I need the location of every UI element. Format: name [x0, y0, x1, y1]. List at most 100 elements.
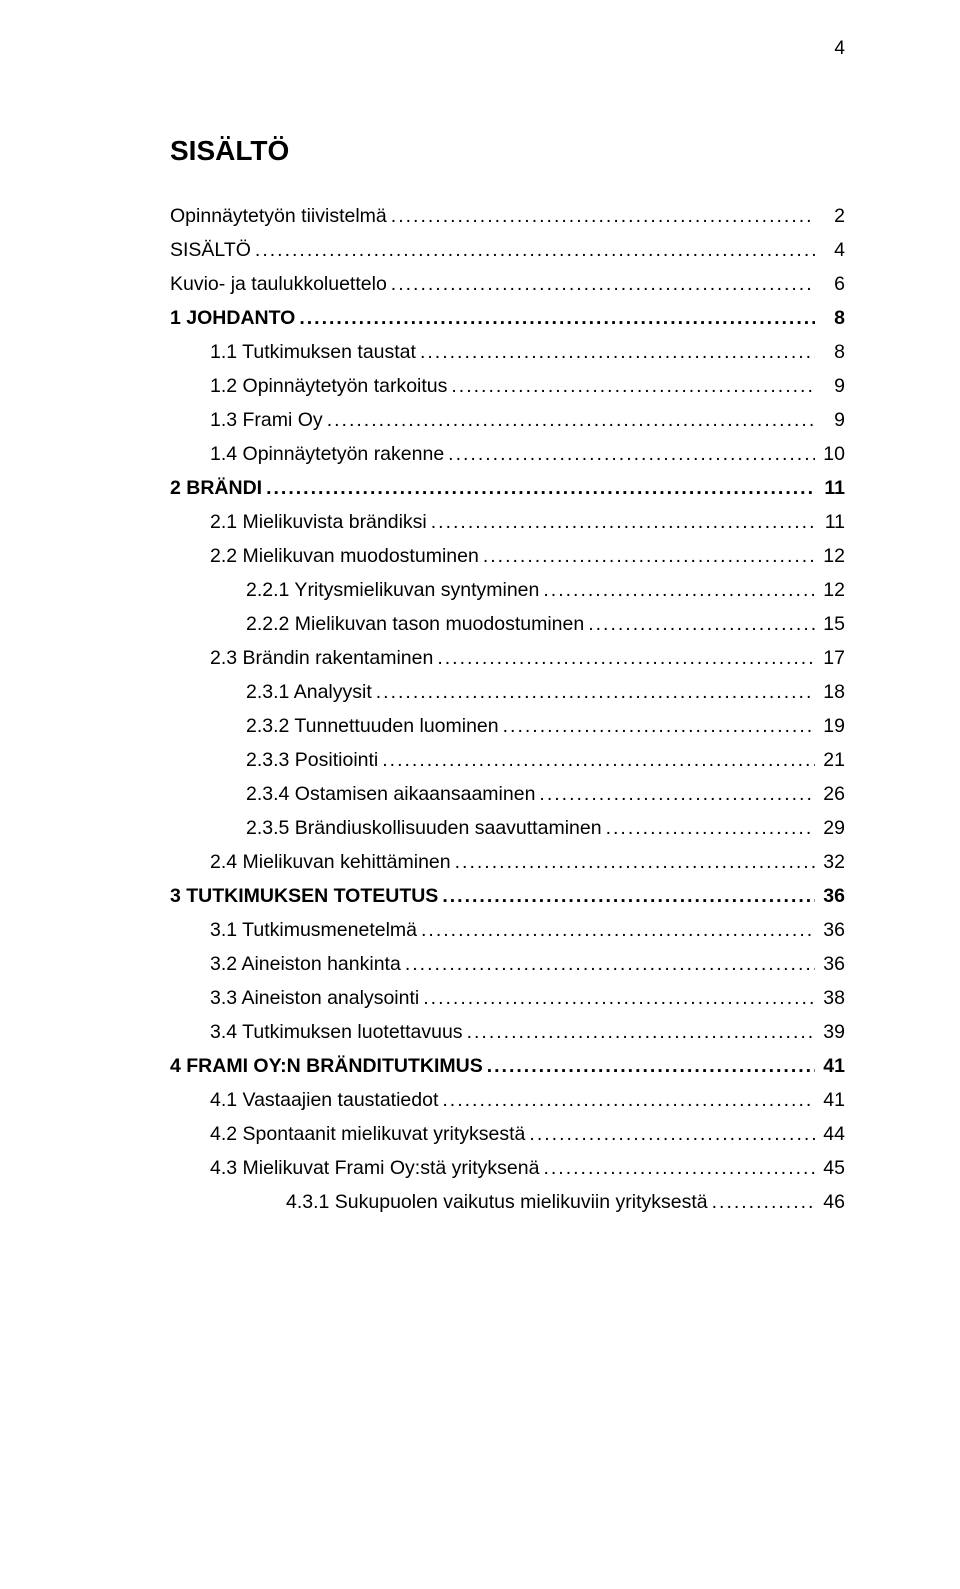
toc-leader-dots — [444, 445, 815, 465]
toc-entry-label: 1 JOHDANTO — [170, 309, 295, 329]
toc-entry-label: 1.2 Opinnäytetyön tarkoitus — [210, 377, 447, 397]
toc-entry-page: 18 — [815, 683, 845, 703]
toc-row: 2.2 Mielikuvan muodostuminen 12 — [210, 547, 845, 567]
toc-leader-dots — [427, 513, 815, 533]
toc-row: 2.3.5 Brändiuskollisuuden saavuttaminen 2… — [246, 819, 845, 839]
toc-entry-page: 8 — [815, 343, 845, 363]
toc-leader-dots — [387, 275, 815, 295]
toc-row: Kuvio- ja taulukkoluettelo6 — [170, 275, 845, 295]
toc-entry-page: 41 — [815, 1091, 845, 1111]
toc-row: SISÄLTÖ 4 — [170, 241, 845, 261]
toc-row: 4.2 Spontaanit mielikuvat yrityksestä 44 — [210, 1125, 845, 1145]
toc-entry-label: 2.2 Mielikuvan muodostuminen — [210, 547, 479, 567]
toc-leader-dots — [295, 309, 815, 329]
toc-entry-page: 12 — [815, 547, 845, 567]
toc-entry-label: 2.3.3 Positiointi — [246, 751, 378, 771]
toc-row: 1.3 Frami Oy 9 — [210, 411, 845, 431]
toc-entry-page: 36 — [815, 887, 845, 907]
toc-leader-dots — [417, 921, 815, 941]
toc-row: 2.2.1 Yritysmielikuvan syntyminen 12 — [246, 581, 845, 601]
toc-row: 4.3.1 Sukupuolen vaikutus mielikuviin yr… — [286, 1193, 845, 1213]
toc-leader-dots — [401, 955, 815, 975]
toc-leader-dots — [535, 785, 815, 805]
toc-row: 4.1 Vastaajien taustatiedot 41 — [210, 1091, 845, 1111]
toc-leader-dots — [479, 547, 815, 567]
toc-entry-page: 9 — [815, 411, 845, 431]
toc-entry-label: 4.2 Spontaanit mielikuvat yrityksestä — [210, 1125, 525, 1145]
toc-entry-label: 3.3 Aineiston analysointi — [210, 989, 419, 1009]
toc-leader-dots — [539, 1159, 815, 1179]
toc-entry-page: 17 — [815, 649, 845, 669]
toc-leader-dots — [584, 615, 815, 635]
toc-entry-label: 3.2 Aineiston hankinta — [210, 955, 401, 975]
toc-entry-label: 2.3.2 Tunnettuuden luominen — [246, 717, 499, 737]
toc-entry-label: 4.3.1 Sukupuolen vaikutus mielikuviin yr… — [286, 1193, 708, 1213]
toc-entry-page: 32 — [815, 853, 845, 873]
toc-row: 3.2 Aineiston hankinta 36 — [210, 955, 845, 975]
toc-entry-page: 19 — [815, 717, 845, 737]
toc-entry-label: 2.2.2 Mielikuvan tason muodostuminen — [246, 615, 584, 635]
toc-leader-dots — [438, 887, 815, 907]
toc-row: 1.2 Opinnäytetyön tarkoitus 9 — [210, 377, 845, 397]
toc-entry-label: 2.3.1 Analyysit — [246, 683, 372, 703]
toc-entry-label: 2.3.4 Ostamisen aikaansaaminen — [246, 785, 535, 805]
toc-entry-page: 39 — [815, 1023, 845, 1043]
toc-entry-label: 4.3 Mielikuvat Frami Oy:stä yrityksenä — [210, 1159, 539, 1179]
toc-entry-page: 11 — [815, 479, 845, 499]
toc-entry-page: 11 — [815, 513, 845, 533]
toc-entry-page: 10 — [815, 445, 845, 465]
toc-leader-dots — [602, 819, 815, 839]
toc-leader-dots — [483, 1057, 815, 1077]
toc-row: 2.3.1 Analyysit 18 — [246, 683, 845, 703]
toc-leader-dots — [323, 411, 815, 431]
toc-row: 1 JOHDANTO8 — [170, 309, 845, 329]
toc-leader-dots — [463, 1023, 815, 1043]
toc-entry-label: 4 FRAMI OY:N BRÄNDITUTKIMUS — [170, 1057, 483, 1077]
toc-entry-page: 38 — [815, 989, 845, 1009]
toc-entry-label: Opinnäytetyön tiivistelmä — [170, 207, 387, 227]
toc-leader-dots — [451, 853, 815, 873]
toc-entry-label: 2.2.1 Yritysmielikuvan syntyminen — [246, 581, 539, 601]
toc-entry-page: 44 — [815, 1125, 845, 1145]
toc-leader-dots — [447, 377, 815, 397]
toc-entry-page: 12 — [815, 581, 845, 601]
toc-entry-label: 4.1 Vastaajien taustatiedot — [210, 1091, 438, 1111]
toc-entry-label: 2.1 Mielikuvista brändiksi — [210, 513, 427, 533]
toc-row: 2.3 Brändin rakentaminen 17 — [210, 649, 845, 669]
toc-entry-page: 15 — [815, 615, 845, 635]
toc-row: 3.4 Tutkimuksen luotettavuus 39 — [210, 1023, 845, 1043]
toc-row: 1.1 Tutkimuksen taustat8 — [210, 343, 845, 363]
toc-row: 2.3.3 Positiointi 21 — [246, 751, 845, 771]
page-number: 4 — [834, 38, 845, 60]
toc-entry-label: 3 TUTKIMUKSEN TOTEUTUS — [170, 887, 438, 907]
toc-entry-page: 29 — [815, 819, 845, 839]
toc-entry-page: 21 — [815, 751, 845, 771]
toc-leader-dots — [708, 1193, 815, 1213]
toc-leader-dots — [378, 751, 815, 771]
toc-leader-dots — [419, 989, 815, 1009]
toc-entry-page: 26 — [815, 785, 845, 805]
toc-leader-dots — [525, 1125, 815, 1145]
toc-entry-page: 9 — [815, 377, 845, 397]
toc-entry-label: 2.3.5 Brändiuskollisuuden saavuttaminen — [246, 819, 602, 839]
toc-leader-dots — [251, 241, 815, 261]
toc-row: 2.4 Mielikuvan kehittäminen32 — [210, 853, 845, 873]
document-page: 4 SISÄLTÖ Opinnäytetyön tiivistelmä2 SISÄ… — [0, 0, 960, 1589]
toc-row: 1.4 Opinnäytetyön rakenne 10 — [210, 445, 845, 465]
toc-entry-page: 36 — [815, 955, 845, 975]
toc-entry-label: 2.3 Brändin rakentaminen — [210, 649, 433, 669]
toc-row: 3.3 Aineiston analysointi 38 — [210, 989, 845, 1009]
toc-entry-label: 1.3 Frami Oy — [210, 411, 323, 431]
toc-leader-dots — [438, 1091, 815, 1111]
toc-entry-label: 3.4 Tutkimuksen luotettavuus — [210, 1023, 463, 1043]
toc-row: 3 TUTKIMUKSEN TOTEUTUS 36 — [170, 887, 845, 907]
toc-entry-label: 1.4 Opinnäytetyön rakenne — [210, 445, 444, 465]
toc-leader-dots — [262, 479, 815, 499]
toc-entry-label: Kuvio- ja taulukkoluettelo — [170, 275, 387, 295]
toc-entry-label: 3.1 Tutkimusmenetelmä — [210, 921, 417, 941]
toc-entry-page: 45 — [815, 1159, 845, 1179]
toc-entry-label: SISÄLTÖ — [170, 241, 251, 261]
toc-entry-page: 4 — [815, 241, 845, 261]
toc-entry-label: 2 BRÄNDI — [170, 479, 262, 499]
toc-row: Opinnäytetyön tiivistelmä2 — [170, 207, 845, 227]
